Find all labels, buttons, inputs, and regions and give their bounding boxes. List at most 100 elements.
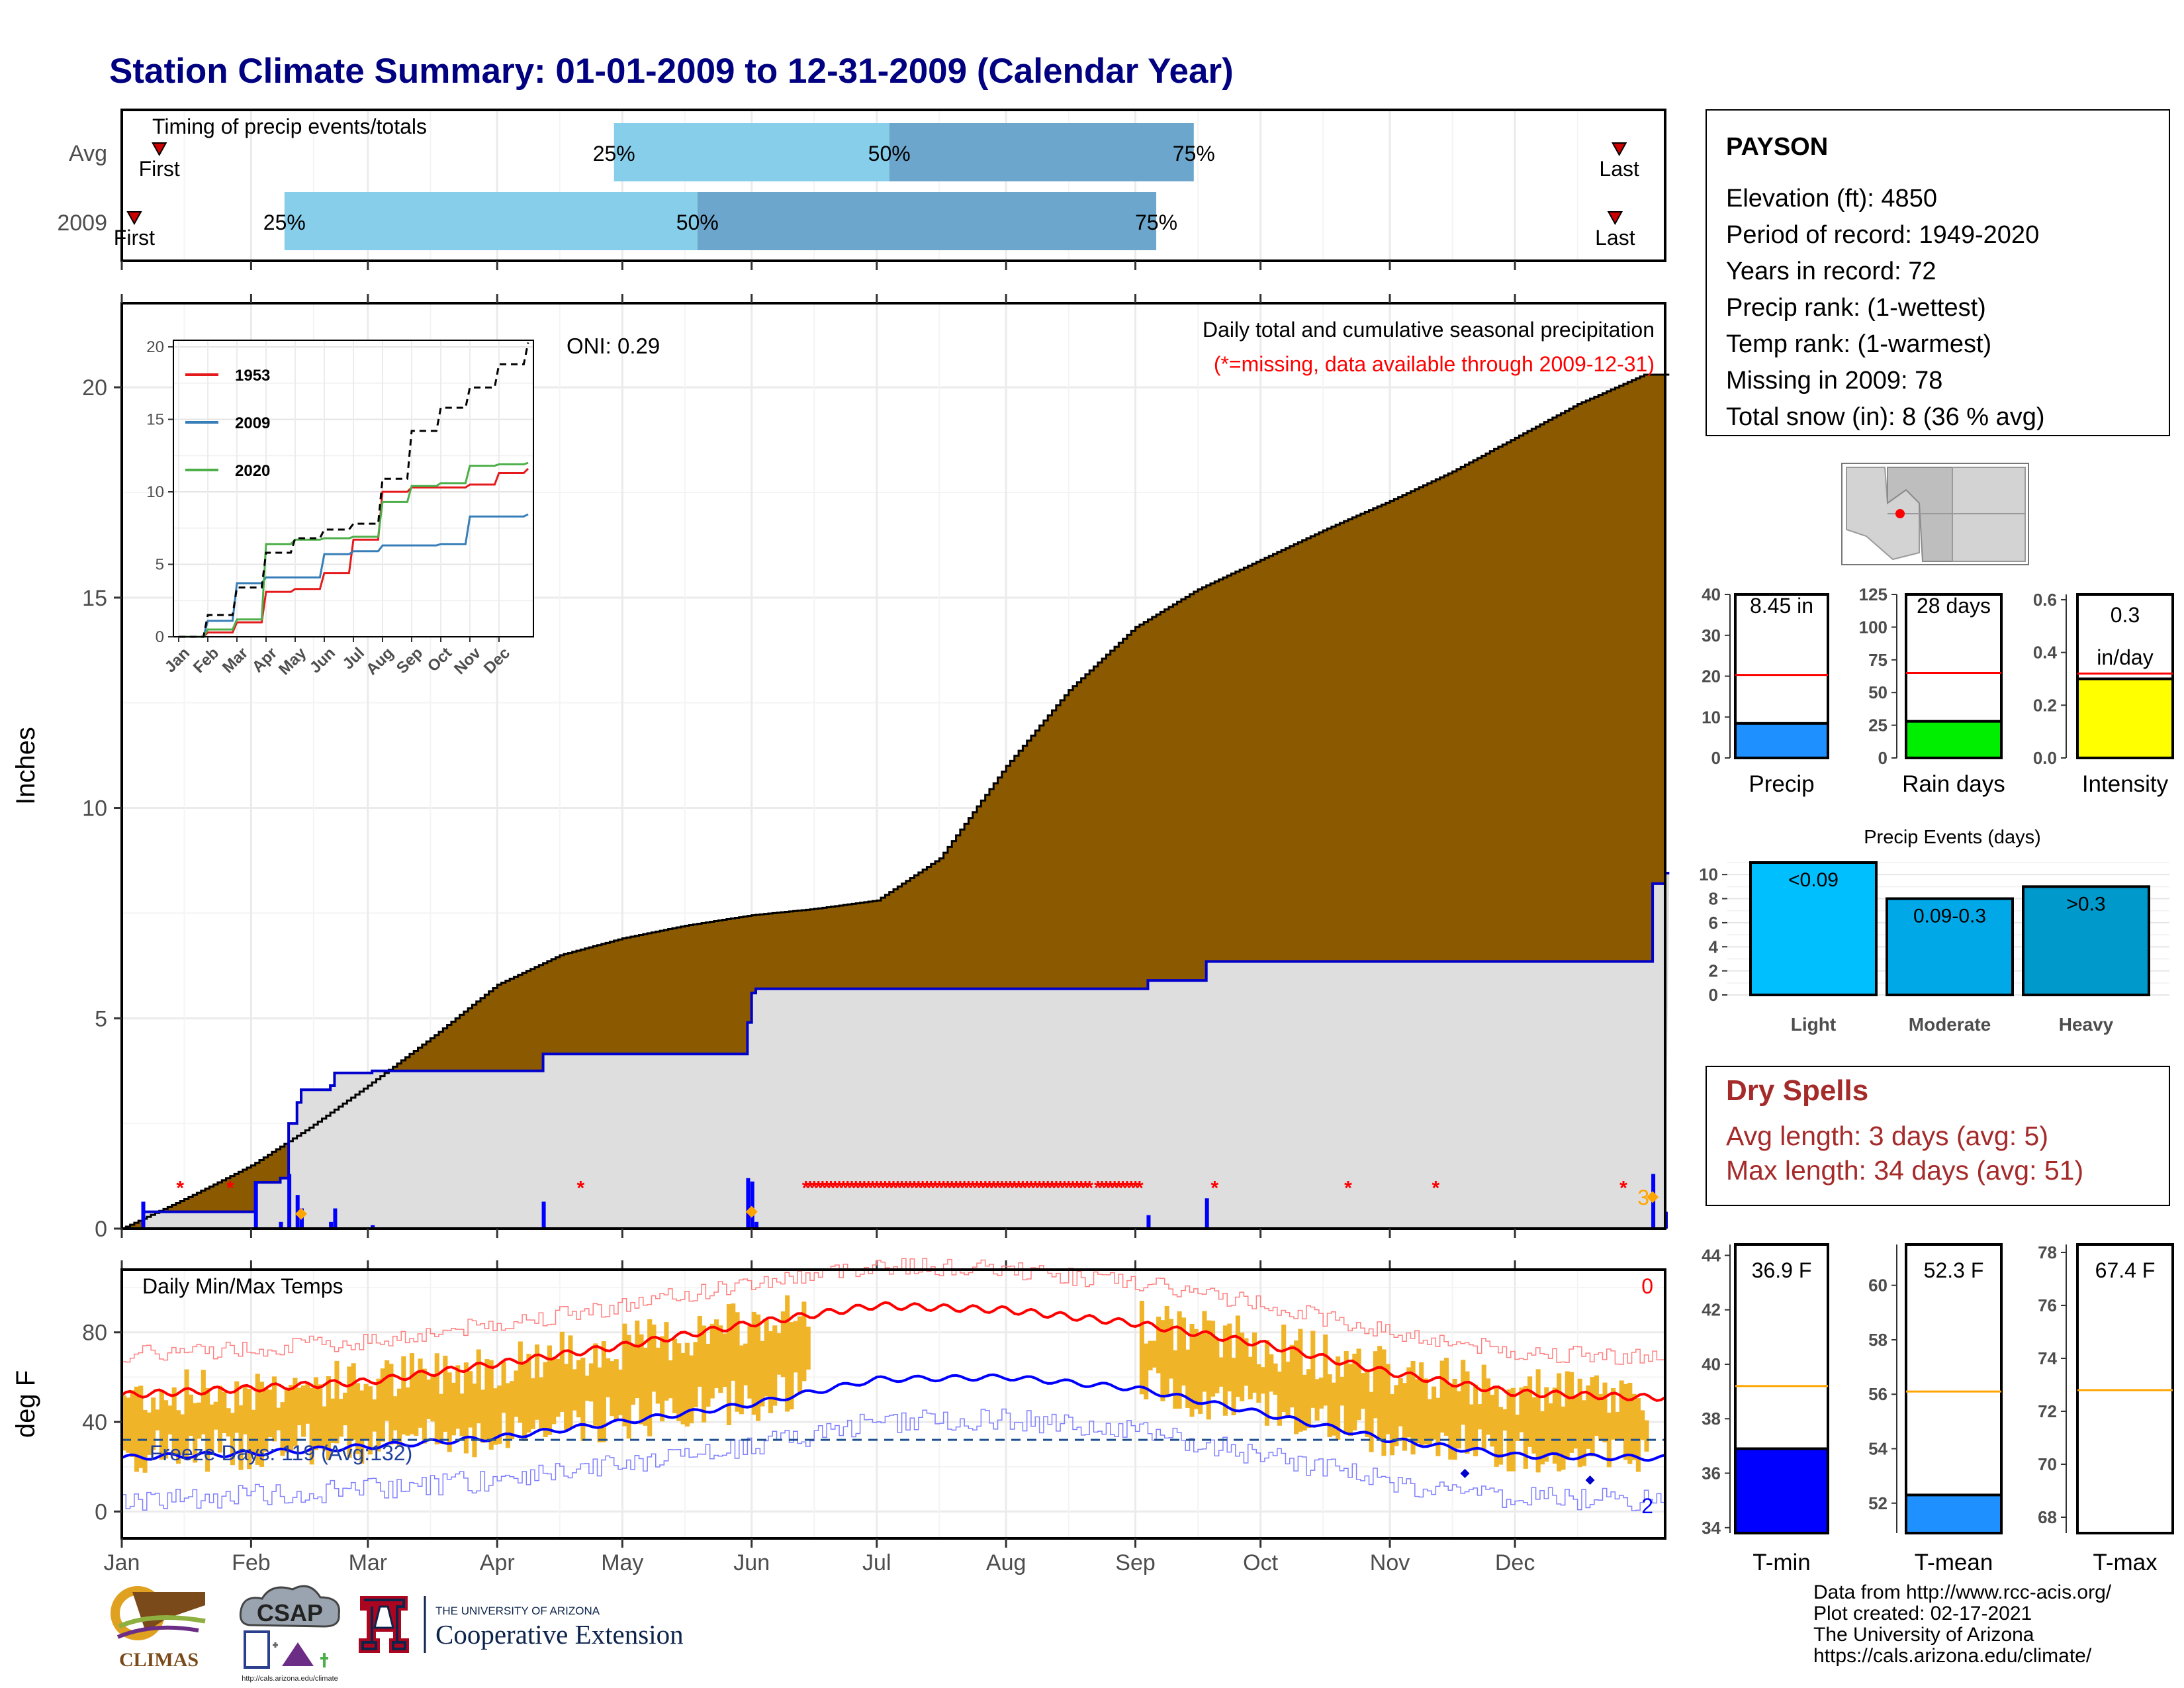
precip-above-obs-area: [1465, 465, 1470, 962]
daily-temp-bar: [1506, 1389, 1512, 1472]
timing-bar-50-75: [889, 123, 1194, 181]
precip-above-obs-area: [1619, 385, 1624, 962]
precip-above-obs-area: [193, 1195, 198, 1212]
daily-precip-bar: [371, 1225, 375, 1229]
precip-caption: Daily total and cumulative seasonal prec…: [1203, 318, 1655, 342]
daily-temp-bar: [805, 1327, 811, 1370]
missing-marker: *: [1432, 1177, 1440, 1199]
daily-temp-bar: [167, 1405, 173, 1435]
missing-marker: *: [882, 1177, 889, 1199]
precip-above-obs-area: [860, 902, 865, 989]
summary-category-label: T-mean: [1915, 1550, 1993, 1575]
daily-temp-bar: [1210, 1321, 1216, 1397]
precip-above-obs-area: [1156, 614, 1161, 981]
daily-precip-bar: [541, 1201, 546, 1229]
precip-above-obs-area: [718, 920, 723, 1055]
daily-temp-bar: [588, 1363, 594, 1402]
daily-temp-bar: [351, 1363, 356, 1440]
precip-above-obs-area: [1102, 658, 1107, 989]
daily-temp-bar: [163, 1400, 169, 1459]
precip-above-obs-area: [1035, 730, 1040, 989]
precip-above-obs-area: [1594, 397, 1599, 962]
timing-pct-label: 25%: [263, 211, 306, 234]
precip-above-obs-area: [1544, 422, 1549, 962]
precip-above-obs-area: [1336, 524, 1340, 962]
daily-temp-bar: [1331, 1382, 1336, 1436]
daily-temp-bar: [551, 1358, 557, 1425]
daily-temp-bar: [1198, 1334, 1203, 1414]
daily-temp-bar: [180, 1414, 185, 1456]
daily-temp-bar: [655, 1347, 660, 1404]
precip-above-obs-area: [459, 1015, 465, 1071]
precip-above-obs-area: [138, 1221, 144, 1229]
daily-temp-bar: [367, 1386, 373, 1455]
daily-temp-bar: [296, 1387, 302, 1426]
precip-above-obs-area: [238, 1172, 244, 1212]
precip-above-obs-area: [1573, 406, 1578, 962]
missing-marker: *: [1098, 1177, 1106, 1199]
daily-temp-bar: [1373, 1351, 1378, 1419]
precip-above-obs-area: [947, 847, 952, 989]
precip-above-obs-area: [735, 917, 740, 1055]
temp-corner-bottom: 2: [1641, 1494, 1653, 1518]
summary-bar-chart-t-mean: 52 54 56 58 60 52.3 F T-mean: [1868, 1243, 2003, 1575]
daily-temp-bar: [1347, 1364, 1353, 1436]
daily-temp-bar: [518, 1341, 523, 1423]
daily-temp-bar: [680, 1352, 686, 1425]
precip-above-obs-area: [213, 1184, 218, 1212]
precip-above-obs-area: [1081, 678, 1086, 989]
daily-temp-bar: [639, 1334, 644, 1425]
precip-above-obs-area: [1523, 433, 1528, 962]
precip-above-obs-area: [555, 957, 561, 1055]
daily-temp-bar: [1490, 1395, 1495, 1447]
daily-temp-bar: [301, 1385, 306, 1437]
summary-ytick-label: 0.4: [2033, 643, 2058, 663]
daily-temp-bar: [1427, 1399, 1432, 1447]
daily-temp-bar: [735, 1312, 740, 1412]
precip-above-obs-area: [1144, 622, 1149, 989]
daily-temp-bar: [1443, 1358, 1449, 1436]
precip-above-obs-area: [1653, 375, 1657, 884]
precip-above-obs-area: [188, 1197, 193, 1212]
daily-temp-bar: [593, 1343, 598, 1426]
precip-above-obs-area: [1240, 569, 1245, 962]
precip-above-obs-area: [526, 970, 531, 1071]
summary-ytick-label: 52: [1868, 1493, 1888, 1513]
precip-above-obs-area: [1627, 382, 1633, 962]
daily-temp-bar: [1206, 1320, 1211, 1420]
daily-temp-bar: [447, 1372, 452, 1452]
precip-above-obs-area: [1164, 609, 1169, 981]
daily-temp-bar: [1306, 1369, 1312, 1429]
precip-above-obs-area: [1557, 415, 1562, 962]
daily-temp-bar: [718, 1325, 723, 1393]
precip-above-obs-area: [809, 909, 815, 989]
precip-above-obs-area: [835, 906, 840, 989]
summary-bar: [2076, 677, 2174, 760]
precip-above-obs-area: [1485, 453, 1490, 962]
precip-above-obs-area: [1052, 710, 1057, 989]
precip-above-obs-area: [1661, 375, 1666, 884]
summary-value-label: 52.3 F: [1924, 1258, 1984, 1282]
precip-above-obs-area: [680, 926, 686, 1055]
daily-temp-bar: [1148, 1340, 1153, 1371]
precip-above-obs-area: [1323, 530, 1328, 962]
daily-temp-bar: [259, 1382, 265, 1467]
inset-ytick-label: 0: [156, 628, 164, 646]
precip-above-obs-area: [864, 902, 869, 989]
missing-marker: *: [1085, 1177, 1093, 1199]
missing-marker: *: [1111, 1177, 1118, 1199]
timing-last-label: Last: [1599, 157, 1639, 181]
daily-temp-bar: [1244, 1338, 1249, 1386]
missing-marker: *: [981, 1177, 989, 1199]
daily-temp-bar: [751, 1311, 756, 1415]
daily-temp-bar: [1606, 1412, 1612, 1468]
missing-marker: *: [873, 1177, 881, 1199]
missing-marker: *: [1061, 1177, 1069, 1199]
daily-temp-bar: [1314, 1379, 1320, 1421]
daily-temp-bar: [151, 1397, 156, 1450]
average-min-temp-line: [121, 1373, 1666, 1462]
precip-above-obs-area: [872, 901, 878, 989]
inset-series-line: [179, 467, 529, 638]
daily-temp-bar: [1410, 1360, 1416, 1455]
daily-temp-bar: [1185, 1349, 1191, 1409]
